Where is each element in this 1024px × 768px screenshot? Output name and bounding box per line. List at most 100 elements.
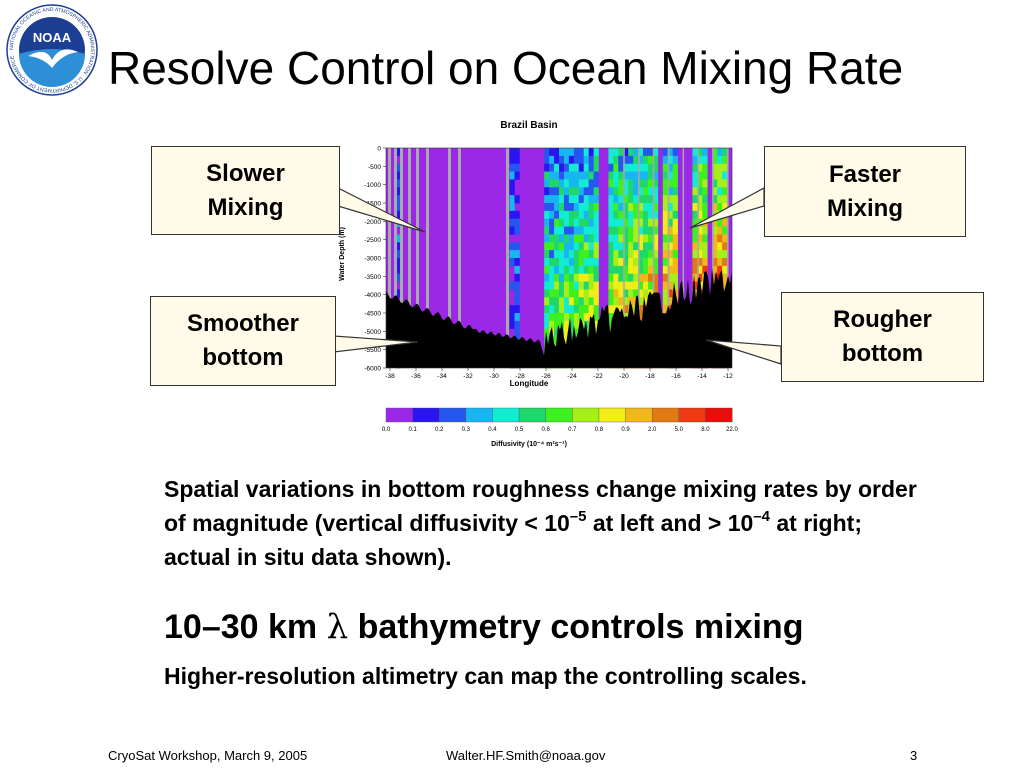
section-cell bbox=[573, 265, 580, 275]
section-cell bbox=[628, 258, 634, 267]
section-cell bbox=[628, 234, 634, 243]
section-cell bbox=[697, 163, 703, 172]
section-cell bbox=[559, 155, 565, 165]
section-cell bbox=[722, 155, 728, 165]
section-cell bbox=[593, 297, 599, 306]
section-cell bbox=[583, 195, 589, 204]
section-cell bbox=[692, 234, 698, 243]
section-cell bbox=[638, 297, 644, 306]
section-cell bbox=[643, 258, 649, 267]
section-cell bbox=[588, 273, 594, 282]
section-cell bbox=[638, 273, 644, 282]
section-cell bbox=[563, 163, 570, 172]
section-cell bbox=[717, 218, 723, 227]
section-cell bbox=[712, 179, 718, 188]
section-cell bbox=[643, 210, 649, 220]
section-cell bbox=[672, 203, 678, 212]
section-cell bbox=[672, 148, 678, 157]
section-cell bbox=[613, 218, 619, 227]
x-tick-labels: -38 -36 -34 -32 -30 -28 -26 -24 -22 -20 -18 -16 -14 -… bbox=[385, 368, 733, 380]
section-cell bbox=[563, 265, 570, 275]
logo-wordmark: NOAA bbox=[33, 30, 72, 45]
section-cell bbox=[613, 179, 619, 188]
section-cell bbox=[638, 289, 644, 298]
footer-event: CryoSat Workshop, March 9, 2005 bbox=[108, 748, 308, 763]
section-cell bbox=[662, 163, 669, 172]
section-cell bbox=[633, 179, 639, 188]
colorbar-tick-label: 8.0 bbox=[701, 427, 710, 433]
section-cell bbox=[544, 305, 550, 314]
diffusivity-section bbox=[385, 147, 733, 369]
section-cell bbox=[643, 226, 649, 235]
x-tick-label: -16 bbox=[671, 373, 681, 380]
section-cell bbox=[588, 195, 594, 204]
section-cell bbox=[563, 155, 570, 165]
section-cell bbox=[544, 163, 550, 172]
colorbar bbox=[385, 407, 733, 423]
section-cell bbox=[509, 258, 515, 267]
section-cell bbox=[643, 289, 649, 298]
section-cell bbox=[514, 242, 520, 251]
section-cell bbox=[717, 234, 723, 243]
section-cell bbox=[717, 258, 723, 267]
section-cell bbox=[638, 234, 644, 243]
section-cell bbox=[717, 242, 723, 251]
section-cell bbox=[559, 289, 565, 298]
section-cell bbox=[667, 210, 673, 220]
section-cell bbox=[623, 179, 629, 188]
section-cell bbox=[549, 155, 555, 165]
section-cell bbox=[608, 289, 614, 298]
section-cell bbox=[662, 281, 669, 290]
section-cell bbox=[692, 273, 698, 282]
section-cell bbox=[652, 203, 659, 212]
section-cell bbox=[573, 281, 580, 290]
section-cell bbox=[643, 179, 649, 188]
y-tick-label: -5000 bbox=[364, 329, 381, 336]
section-cell bbox=[395, 148, 402, 157]
section-cell bbox=[573, 218, 580, 227]
section-cell bbox=[573, 258, 580, 267]
section-cell bbox=[568, 195, 575, 204]
section-cell bbox=[563, 250, 570, 259]
section-cell bbox=[588, 171, 594, 180]
section-cell bbox=[618, 148, 624, 157]
section-cell bbox=[662, 148, 669, 157]
section-cell bbox=[568, 234, 575, 243]
section-cell bbox=[623, 297, 629, 306]
colorbar-swatch bbox=[678, 407, 706, 423]
section-cell bbox=[613, 273, 619, 282]
figure-title: Brazil Basin bbox=[500, 120, 557, 131]
section-cell bbox=[717, 148, 723, 157]
section-cell bbox=[554, 242, 560, 251]
callout-line: Rougher bbox=[833, 306, 932, 333]
section-cell bbox=[652, 163, 659, 172]
section-cell bbox=[395, 273, 402, 282]
section-cell bbox=[544, 289, 550, 298]
section-cell bbox=[549, 305, 555, 314]
section-cell bbox=[647, 195, 654, 204]
section-cell bbox=[722, 281, 728, 290]
section-cell bbox=[563, 320, 570, 330]
section-cell bbox=[647, 242, 654, 251]
section-cell bbox=[573, 210, 580, 220]
section-cell bbox=[593, 226, 599, 235]
section-cell bbox=[633, 155, 639, 165]
section-cell bbox=[667, 155, 673, 165]
section-cell bbox=[623, 163, 629, 172]
x-tick-label: -20 bbox=[619, 373, 629, 380]
section-cell bbox=[722, 163, 728, 172]
section-cell bbox=[563, 336, 570, 345]
section-cell bbox=[608, 155, 614, 165]
section-cell bbox=[554, 258, 560, 267]
section-cell bbox=[563, 289, 570, 298]
section-cell bbox=[722, 242, 728, 251]
section-cell bbox=[643, 187, 649, 196]
section-cell bbox=[549, 179, 555, 188]
section-cell bbox=[583, 226, 589, 235]
colorbar-swatch bbox=[705, 407, 733, 423]
para-text: Spatial variations in bottom roughness c… bbox=[164, 476, 917, 536]
section-cell bbox=[672, 179, 678, 188]
section-cell bbox=[588, 203, 594, 212]
section-cell bbox=[638, 250, 644, 259]
section-cell bbox=[618, 171, 624, 180]
